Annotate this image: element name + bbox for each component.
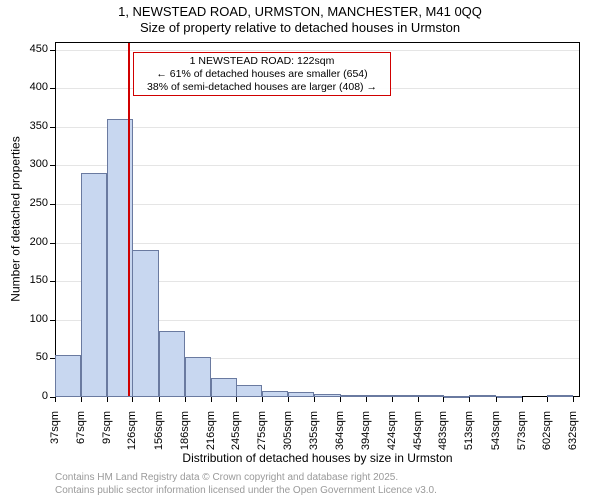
x-tick-mark (236, 397, 237, 402)
x-tick-mark (211, 397, 212, 402)
histogram-bar (132, 250, 158, 397)
title-line-2: Size of property relative to detached ho… (0, 20, 600, 36)
x-tick-mark (547, 397, 548, 402)
x-tick-label: 543sqm (490, 411, 502, 461)
annotation-line-3: 38% of semi-detached houses are larger (… (138, 81, 386, 94)
histogram-bar (314, 394, 340, 397)
histogram-bar (159, 331, 185, 397)
x-tick-mark (262, 397, 263, 402)
histogram-bar (469, 395, 495, 397)
x-tick-mark (443, 397, 444, 402)
y-tick-label: 400 (20, 81, 48, 93)
annotation-box: 1 NEWSTEAD ROAD: 122sqm← 61% of detached… (133, 52, 391, 96)
histogram-bar (340, 395, 366, 397)
x-tick-label: 275sqm (256, 411, 268, 461)
y-tick-label: 100 (20, 313, 48, 325)
y-tick-label: 150 (20, 274, 48, 286)
y-tick-mark (50, 243, 55, 244)
y-tick-mark (50, 281, 55, 282)
histogram-bar (236, 385, 262, 397)
histogram-bar (185, 357, 211, 397)
x-tick-mark (392, 397, 393, 402)
histogram-bar (418, 395, 444, 397)
histogram-bar (392, 395, 418, 397)
histogram-bar (288, 392, 314, 397)
x-tick-label: 394sqm (360, 411, 372, 461)
x-tick-mark (418, 397, 419, 402)
x-tick-mark (340, 397, 341, 402)
y-tick-mark (50, 127, 55, 128)
x-tick-label: 335sqm (308, 411, 320, 461)
x-tick-label: 97sqm (101, 411, 113, 461)
x-tick-mark (573, 397, 574, 402)
histogram-bar (211, 378, 237, 397)
y-tick-label: 200 (20, 236, 48, 248)
x-tick-mark (107, 397, 108, 402)
x-tick-mark (288, 397, 289, 402)
y-gridline (56, 204, 579, 205)
histogram-bar (262, 391, 288, 397)
x-tick-mark (185, 397, 186, 402)
x-tick-label: 364sqm (334, 411, 346, 461)
y-gridline (56, 50, 579, 51)
y-tick-label: 250 (20, 197, 48, 209)
footer-line-1: Contains HM Land Registry data © Crown c… (55, 472, 398, 483)
y-tick-label: 350 (20, 120, 48, 132)
histogram-bar (496, 396, 522, 398)
x-tick-label: 424sqm (386, 411, 398, 461)
x-tick-label: 245sqm (230, 411, 242, 461)
y-tick-mark (50, 50, 55, 51)
x-tick-mark (496, 397, 497, 402)
y-axis-label: Number of detached properties (8, 41, 22, 396)
x-tick-mark (132, 397, 133, 402)
x-tick-mark (366, 397, 367, 402)
y-tick-label: 0 (20, 390, 48, 402)
y-gridline (56, 127, 579, 128)
chart-title: 1, NEWSTEAD ROAD, URMSTON, MANCHESTER, M… (0, 4, 600, 35)
x-tick-mark (522, 397, 523, 402)
footer-line-2: Contains public sector information licen… (55, 485, 437, 496)
title-line-1: 1, NEWSTEAD ROAD, URMSTON, MANCHESTER, M… (0, 4, 600, 20)
y-tick-label: 50 (20, 351, 48, 363)
histogram-bar (547, 395, 573, 397)
chart-container: { "title": { "line1": "1, NEWSTEAD ROAD,… (0, 0, 600, 500)
x-tick-label: 483sqm (437, 411, 449, 461)
y-tick-label: 450 (20, 43, 48, 55)
x-tick-label: 186sqm (179, 411, 191, 461)
y-tick-label: 300 (20, 158, 48, 170)
x-tick-mark (314, 397, 315, 402)
annotation-line-2: ← 61% of detached houses are smaller (65… (138, 68, 386, 81)
x-tick-label: 126sqm (126, 411, 138, 461)
x-tick-label: 67sqm (75, 411, 87, 461)
histogram-bar (55, 355, 81, 397)
x-tick-label: 37sqm (49, 411, 61, 461)
x-tick-mark (55, 397, 56, 402)
x-tick-mark (159, 397, 160, 402)
x-tick-mark (81, 397, 82, 402)
y-gridline (56, 243, 579, 244)
histogram-bar (443, 396, 469, 398)
property-marker-line (128, 43, 130, 396)
annotation-line-1: 1 NEWSTEAD ROAD: 122sqm (138, 55, 386, 68)
x-tick-label: 216sqm (205, 411, 217, 461)
x-tick-label: 513sqm (463, 411, 475, 461)
x-tick-label: 454sqm (412, 411, 424, 461)
x-tick-label: 573sqm (516, 411, 528, 461)
y-tick-mark (50, 204, 55, 205)
x-tick-label: 305sqm (282, 411, 294, 461)
x-tick-mark (469, 397, 470, 402)
x-tick-label: 632sqm (567, 411, 579, 461)
x-tick-label: 602sqm (541, 411, 553, 461)
y-tick-mark (50, 320, 55, 321)
histogram-bar (81, 173, 107, 397)
y-tick-mark (50, 165, 55, 166)
y-gridline (56, 165, 579, 166)
y-tick-mark (50, 88, 55, 89)
x-tick-label: 156sqm (153, 411, 165, 461)
histogram-bar (366, 395, 392, 397)
